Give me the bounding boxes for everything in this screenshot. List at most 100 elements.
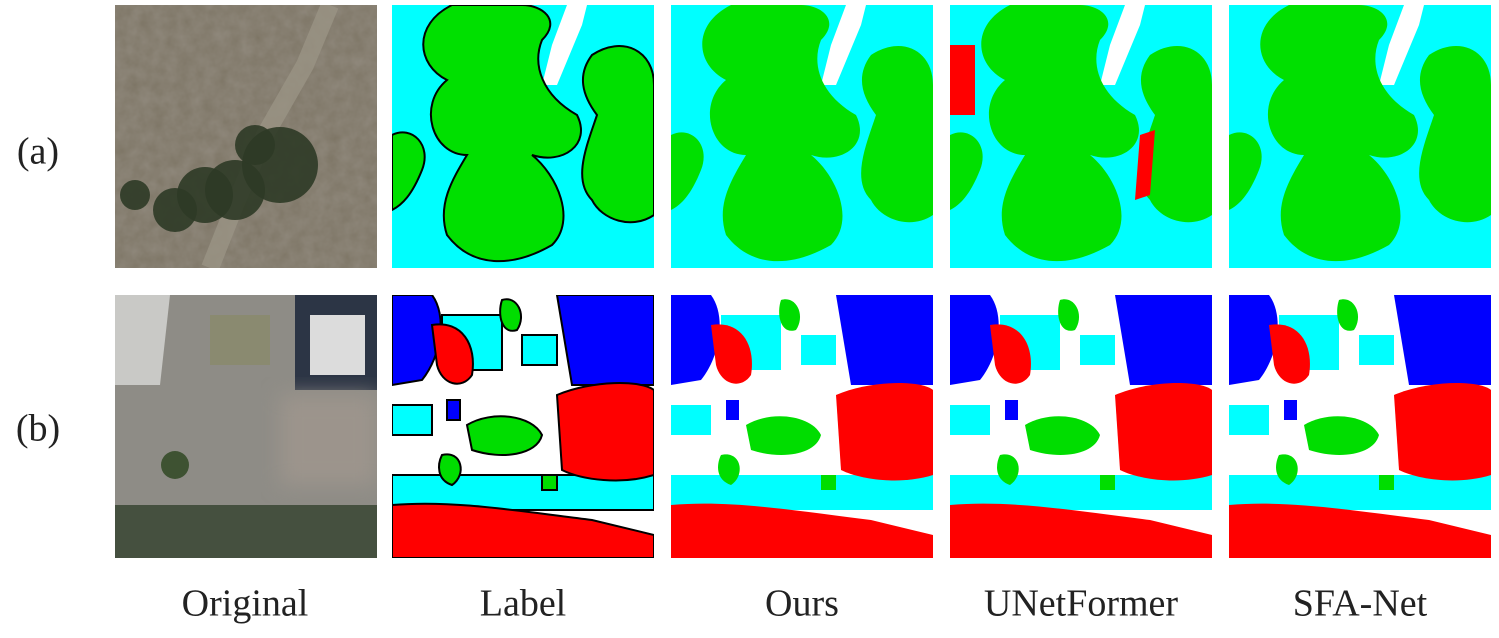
water [115, 505, 377, 558]
image-panel [671, 295, 933, 558]
image-panel [392, 5, 654, 268]
class-region [671, 295, 720, 385]
panel-content [950, 5, 1212, 268]
column-label: UNetFormer [984, 583, 1179, 625]
class-region [836, 383, 933, 481]
class-region [1100, 475, 1115, 490]
panel-content [671, 295, 933, 558]
class-region [836, 295, 933, 385]
class-region [1229, 503, 1491, 558]
class-region [1005, 400, 1018, 420]
error-region [950, 45, 975, 115]
class-region [541, 474, 558, 491]
class-region [392, 474, 654, 511]
class-region [446, 399, 461, 421]
class-region [997, 454, 1019, 485]
class-region [726, 400, 739, 420]
tree-region [1260, 5, 1418, 262]
image-panel [115, 295, 377, 558]
class-region [1394, 295, 1491, 385]
class-region [821, 475, 836, 490]
class-region [950, 503, 1212, 558]
tree-region [422, 5, 582, 263]
class-region [746, 416, 821, 455]
tree-region [702, 5, 860, 262]
class-region [430, 323, 474, 385]
column-label: Original [182, 583, 309, 625]
class-region [1394, 383, 1491, 481]
image-panel [950, 295, 1212, 558]
image-panel [392, 295, 654, 558]
class-region [1284, 400, 1297, 420]
class-region [711, 324, 752, 384]
tree-region [981, 5, 1139, 262]
class-region [1115, 295, 1212, 385]
class-region [671, 475, 933, 510]
road [1100, 5, 1145, 85]
class-region [671, 405, 711, 435]
lawn [210, 315, 270, 365]
panel-content [115, 295, 377, 558]
image-panel [671, 5, 933, 268]
tree-region [671, 132, 704, 210]
image-panel [1229, 295, 1491, 558]
panel-content [1229, 295, 1491, 558]
class-region [1229, 475, 1491, 510]
class-region [990, 324, 1031, 384]
class-region [1025, 416, 1100, 455]
tree [153, 188, 197, 232]
class-region [1359, 335, 1394, 365]
class-region [779, 299, 801, 331]
tree-region [1140, 46, 1212, 223]
building-roof [310, 315, 365, 375]
road [542, 5, 587, 85]
column-label: Ours [765, 583, 839, 625]
panel-content [671, 5, 933, 268]
column-label: Label [480, 583, 567, 625]
class-region [801, 335, 836, 365]
row-label: (b) [16, 408, 60, 450]
class-region [718, 454, 740, 485]
road [1379, 5, 1424, 85]
class-region [1115, 383, 1212, 481]
class-region [1080, 335, 1115, 365]
class-region [950, 475, 1212, 510]
panel-content [115, 5, 377, 268]
class-region [1229, 295, 1278, 385]
image-panel [950, 5, 1212, 268]
class-region [1269, 324, 1310, 384]
building [115, 295, 170, 385]
class-region [1304, 416, 1379, 455]
panel-content [392, 295, 654, 558]
class-region [392, 502, 654, 558]
tree-region [950, 132, 983, 210]
row-label: (a) [17, 131, 59, 173]
image-panel [115, 5, 377, 268]
image-panel [1229, 5, 1491, 268]
class-region [1276, 454, 1298, 485]
panel-content [950, 295, 1212, 558]
tree [235, 125, 275, 165]
panel-content [1229, 5, 1491, 268]
tree-region [1419, 46, 1491, 223]
class-region [1337, 299, 1359, 331]
class-region [465, 415, 544, 456]
class-region [555, 382, 654, 482]
class-region [555, 295, 654, 386]
class-region [1229, 405, 1269, 435]
class-region [950, 405, 990, 435]
class-region [1379, 475, 1394, 490]
class-region [392, 404, 433, 436]
class-region [499, 298, 522, 332]
class-region [671, 503, 933, 558]
class-region [1058, 299, 1080, 331]
tree-region [1229, 132, 1262, 210]
column-label: SFA-Net [1293, 583, 1428, 625]
class-region [438, 453, 462, 487]
tree-region [392, 131, 426, 212]
road [821, 5, 866, 85]
tree [120, 180, 150, 210]
class-region [950, 295, 999, 385]
tree-region [581, 45, 654, 224]
